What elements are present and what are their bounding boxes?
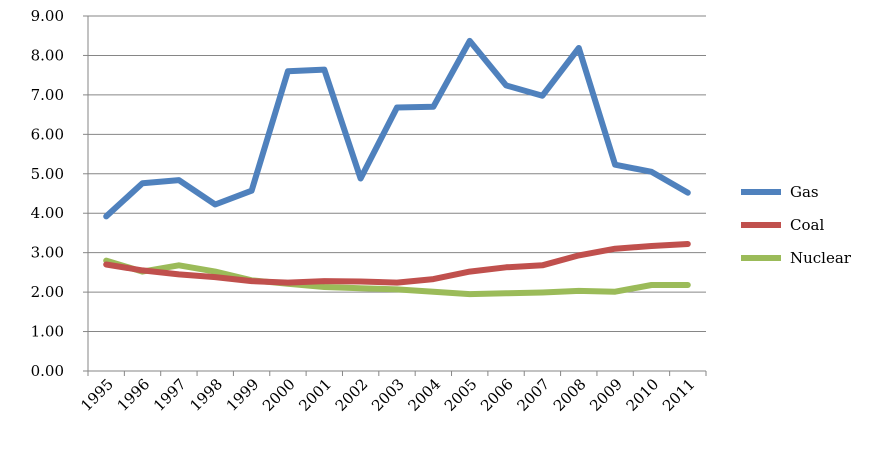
- series-lines: [103, 37, 691, 298]
- y-tick-label: 4.00: [31, 204, 64, 222]
- legend-label-gas: Gas: [790, 183, 819, 201]
- x-tick-label: 1999: [223, 375, 263, 415]
- x-tick-label: 2004: [404, 375, 444, 415]
- x-tick-label: 1996: [114, 375, 154, 415]
- x-tick-label: 2005: [441, 375, 481, 415]
- y-tick-label: 1.00: [31, 323, 64, 341]
- y-tick-label: 3.00: [31, 244, 64, 262]
- legend: Gas Coal Nuclear: [741, 183, 852, 267]
- y-tick-label: 2.00: [31, 283, 64, 301]
- x-tick-label: 2011: [659, 375, 699, 415]
- x-tick-label: 2009: [586, 375, 626, 415]
- x-tick-label: 2000: [259, 375, 299, 415]
- x-tick-label: 1997: [150, 375, 190, 415]
- series-line-gas: [103, 37, 691, 220]
- axes: [83, 15, 707, 376]
- y-tick-label: 6.00: [31, 125, 64, 143]
- y-tick-label: 5.00: [31, 165, 64, 183]
- gridlines: [88, 15, 706, 333]
- x-tick-label: 2007: [514, 375, 554, 415]
- x-tick-label: 2008: [550, 375, 590, 415]
- legend-label-nuclear: Nuclear: [790, 249, 852, 267]
- y-tick-label: 0.00: [31, 362, 64, 380]
- x-tick-label: 1998: [186, 375, 226, 415]
- x-tick-label: 2002: [332, 375, 372, 415]
- x-axis-tick-labels: 1995199619971998199920002001200220032004…: [77, 375, 698, 415]
- y-tick-label: 9.00: [31, 7, 64, 25]
- x-tick-label: 2006: [477, 375, 517, 415]
- x-tick-label: 2003: [368, 375, 408, 415]
- y-axis-tick-labels: 0.00 1.00 2.00 3.00 4.00 5.00 6.00 7.00 8.00 9.00: [31, 7, 64, 380]
- x-tick-label: 2001: [295, 375, 335, 415]
- series-line-coal: [103, 241, 691, 286]
- y-tick-label: 8.00: [31, 46, 64, 64]
- series-line-nuclear: [103, 257, 691, 298]
- x-tick-label: 1995: [77, 375, 117, 415]
- y-tick-label: 7.00: [31, 86, 64, 104]
- legend-label-coal: Coal: [790, 216, 824, 234]
- x-tick-label: 2010: [623, 375, 663, 415]
